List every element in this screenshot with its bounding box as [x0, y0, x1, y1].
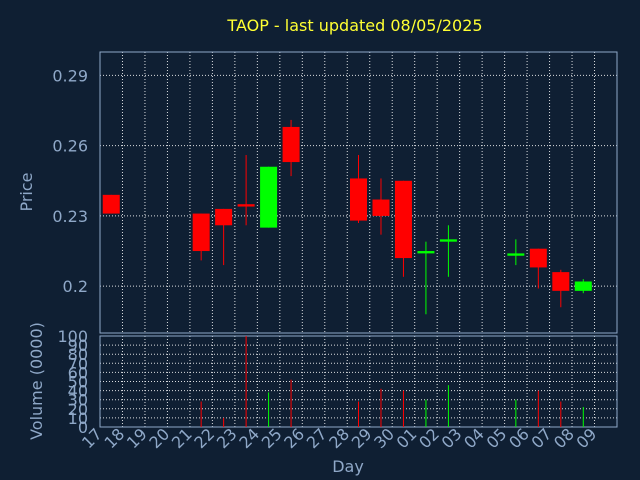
price-frame: [99, 51, 618, 334]
candle-body: [260, 166, 278, 228]
candle-body: [507, 253, 525, 256]
price-axis-label: Price: [17, 172, 36, 211]
candle-body: [439, 239, 457, 242]
price-panel: 0.2 0.23 0.26 0.29: [52, 51, 618, 334]
volume-axis-label: Volume (0000): [27, 322, 46, 440]
candle-body: [394, 180, 412, 259]
candle-body: [192, 213, 210, 252]
candle-body: [552, 272, 570, 291]
price-tick-label: 0.2: [63, 277, 88, 296]
price-tick-label: 0.26: [52, 137, 88, 156]
price-tick-label: 0.23: [52, 207, 88, 226]
candle-body: [102, 194, 120, 214]
price-tick-label: 0.29: [52, 66, 88, 85]
volume-tick-label: 40: [68, 382, 88, 401]
volume-tick-label: 10: [68, 409, 88, 428]
candle-body: [350, 178, 367, 221]
candle-body: [237, 204, 255, 207]
volume-tick-label: 80: [68, 345, 88, 364]
volume-tick-label: 90: [68, 336, 88, 355]
candle-body: [372, 199, 390, 216]
x-axis: 1718192021222324252627282930010203040506…: [78, 424, 600, 452]
x-tick-label: 09: [573, 424, 601, 452]
volume-tick-label: 60: [68, 363, 88, 382]
volume-tick-label: 70: [68, 354, 88, 373]
candle-body: [529, 248, 547, 268]
x-axis-label: Day: [332, 457, 364, 476]
candle-body: [574, 281, 592, 291]
volume-tick-label: 50: [68, 373, 88, 392]
volume-tick-label: 30: [68, 391, 88, 410]
volume-tick-label: 20: [68, 400, 88, 419]
volume-tick-label: 100: [57, 327, 88, 346]
candle-body: [282, 126, 300, 163]
candle-body: [417, 251, 435, 254]
volume-tick-label: 0: [78, 418, 88, 437]
candle-body: [215, 208, 233, 226]
chart-title: TAOP - last updated 08/05/2025: [226, 16, 482, 35]
